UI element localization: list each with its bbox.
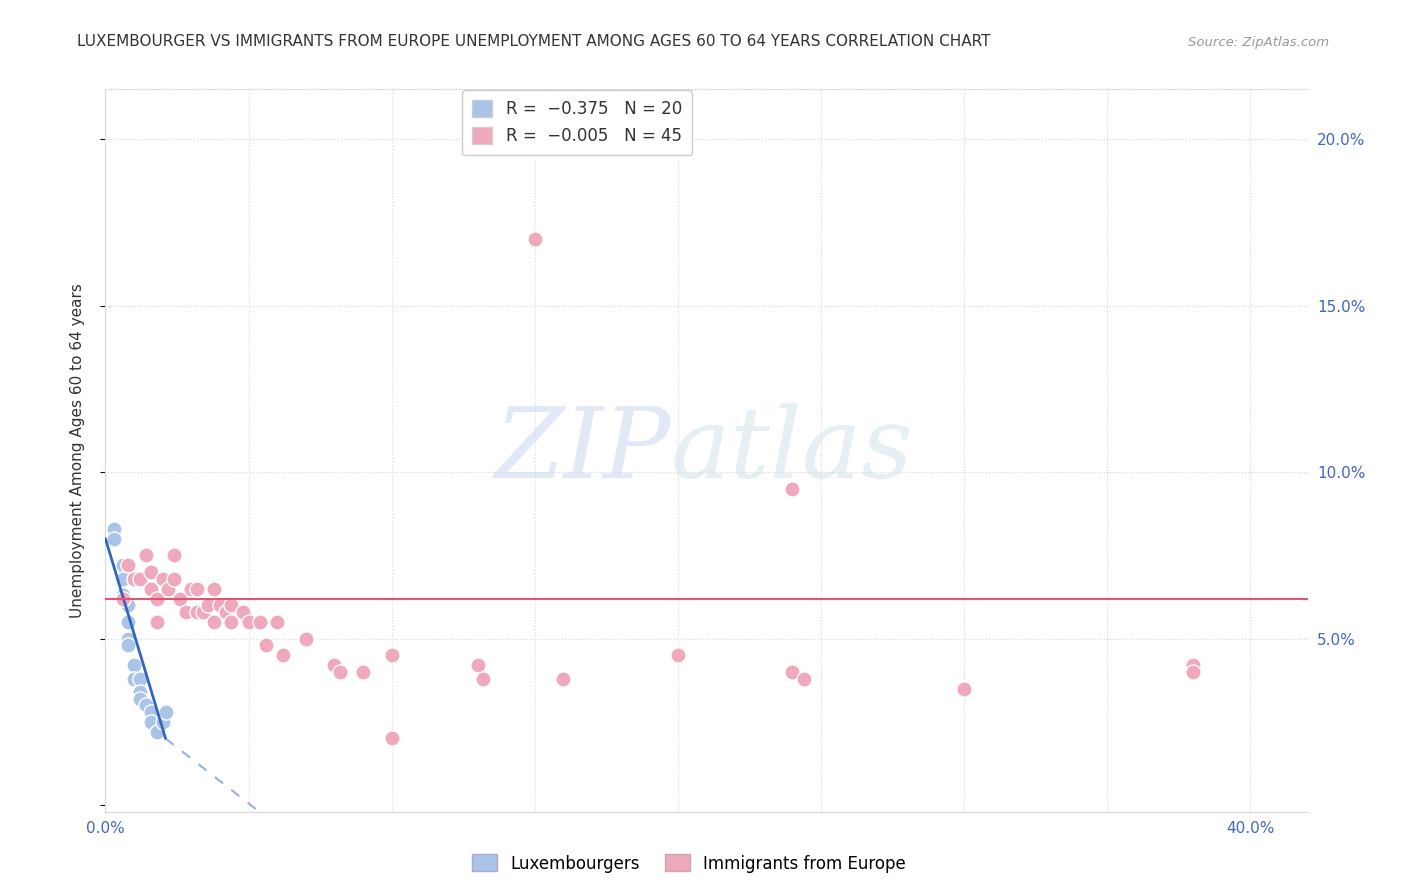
Point: [266, 615, 288, 629]
Point: [169, 591, 191, 606]
Point: [352, 665, 374, 679]
Point: [238, 615, 260, 629]
Point: [128, 672, 150, 686]
Point: [163, 572, 186, 586]
Point: [128, 685, 150, 699]
Point: [103, 522, 125, 536]
Point: [135, 698, 157, 713]
Point: [467, 658, 489, 673]
Point: [782, 665, 804, 679]
Point: [197, 599, 219, 613]
Point: [111, 588, 134, 602]
Point: [103, 532, 125, 546]
Point: [186, 582, 208, 596]
Point: [141, 582, 163, 596]
Point: [141, 565, 163, 579]
Point: [128, 691, 150, 706]
Text: Source: ZipAtlas.com: Source: ZipAtlas.com: [1188, 36, 1329, 49]
Point: [155, 705, 177, 719]
Point: [146, 591, 169, 606]
Point: [202, 615, 225, 629]
Point: [117, 599, 139, 613]
Point: [523, 232, 546, 246]
Point: [191, 605, 214, 619]
Point: [782, 482, 804, 496]
Point: [381, 648, 404, 663]
Point: [232, 605, 254, 619]
Point: [666, 648, 689, 663]
Point: [117, 632, 139, 646]
Point: [163, 549, 186, 563]
Point: [221, 599, 243, 613]
Text: LUXEMBOURGER VS IMMIGRANTS FROM EUROPE UNEMPLOYMENT AMONG AGES 60 TO 64 YEARS CO: LUXEMBOURGER VS IMMIGRANTS FROM EUROPE U…: [77, 34, 991, 49]
Point: [186, 605, 208, 619]
Point: [117, 638, 139, 652]
Point: [146, 724, 169, 739]
Point: [221, 615, 243, 629]
Point: [135, 549, 157, 563]
Point: [111, 591, 134, 606]
Point: [141, 705, 163, 719]
Point: [152, 572, 174, 586]
Point: [249, 615, 271, 629]
Point: [141, 714, 163, 729]
Point: [157, 582, 180, 596]
Point: [953, 681, 976, 696]
Point: [152, 714, 174, 729]
Point: [146, 615, 169, 629]
Point: [117, 558, 139, 573]
Point: [295, 632, 318, 646]
Legend: Luxembourgers, Immigrants from Europe: Luxembourgers, Immigrants from Europe: [465, 847, 912, 880]
Point: [122, 658, 145, 673]
Point: [254, 638, 277, 652]
Point: [174, 605, 197, 619]
Point: [180, 582, 202, 596]
Text: ZIP: ZIP: [494, 403, 671, 498]
Point: [553, 672, 575, 686]
Point: [122, 672, 145, 686]
Point: [214, 605, 236, 619]
Text: atlas: atlas: [671, 403, 914, 498]
Y-axis label: Unemployment Among Ages 60 to 64 years: Unemployment Among Ages 60 to 64 years: [70, 283, 84, 618]
Legend: R =  −0.375   N = 20, R =  −0.005   N = 45: R = −0.375 N = 20, R = −0.005 N = 45: [463, 90, 692, 155]
Point: [793, 672, 815, 686]
Point: [202, 582, 225, 596]
Point: [1182, 658, 1205, 673]
Point: [128, 572, 150, 586]
Point: [122, 572, 145, 586]
Point: [111, 572, 134, 586]
Point: [381, 731, 404, 746]
Point: [472, 672, 495, 686]
Point: [323, 658, 346, 673]
Point: [1182, 665, 1205, 679]
Point: [271, 648, 294, 663]
Point: [111, 558, 134, 573]
Point: [208, 599, 231, 613]
Point: [329, 665, 352, 679]
Point: [117, 615, 139, 629]
